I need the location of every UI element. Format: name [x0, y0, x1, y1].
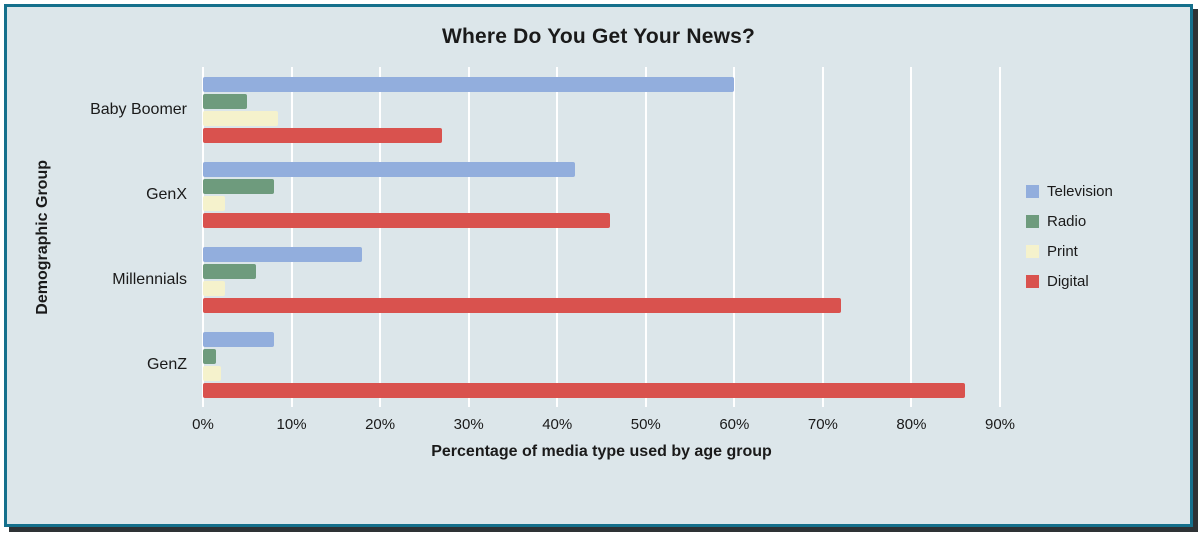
bar-radio	[203, 263, 257, 279]
chart-frame: Where Do You Get Your News? Demographic …	[4, 4, 1193, 527]
bar-print	[203, 280, 226, 296]
x-tick-label: 20%	[365, 416, 396, 433]
legend-swatch	[1026, 245, 1039, 258]
bar-television	[203, 76, 735, 92]
bar-group	[203, 67, 1000, 152]
category-label: Baby Boomer	[90, 100, 187, 118]
x-axis-spacer	[61, 407, 203, 437]
category-label: Millennials	[112, 270, 187, 288]
bar-groups	[203, 67, 1000, 407]
bar-radio	[203, 178, 274, 194]
category-label: GenZ	[146, 355, 187, 373]
legend-item: Digital	[1026, 273, 1172, 290]
legend-label: Digital	[1047, 273, 1089, 290]
x-tick-label: 0%	[192, 416, 214, 433]
grid-overlay	[202, 67, 1001, 407]
legend-item: Print	[1026, 243, 1172, 260]
gridline	[467, 67, 470, 407]
bar-digital	[203, 212, 611, 228]
bar-digital	[203, 127, 443, 143]
bar-group	[203, 152, 1000, 237]
y-axis-title-container: Demographic Group	[25, 67, 61, 407]
legend-label: Radio	[1047, 213, 1087, 230]
bar-group	[203, 322, 1000, 407]
legend-label: Print	[1047, 243, 1078, 260]
bar-television	[203, 246, 363, 262]
legend-label: Television	[1047, 183, 1113, 200]
x-tick-label: 50%	[630, 416, 661, 433]
gridline	[290, 67, 293, 407]
category-labels: Baby Boomer GenX Millennials GenZ	[61, 67, 203, 407]
bar-television	[203, 331, 274, 347]
gridline	[821, 67, 824, 407]
bar-group	[203, 237, 1000, 322]
legend-swatch	[1026, 275, 1039, 288]
gridline	[202, 67, 204, 407]
x-tick-label: 30%	[453, 416, 484, 433]
gridline	[733, 67, 736, 407]
bar-radio	[203, 348, 217, 364]
legend: Television Radio Print Digital	[1000, 67, 1172, 461]
gridline	[910, 67, 913, 407]
gridline	[556, 67, 559, 407]
gridline	[379, 67, 382, 407]
bar-print	[203, 365, 221, 381]
chart-layout: Demographic Group Baby Boomer GenX Millenn…	[25, 67, 1172, 461]
x-tick-label: 60%	[719, 416, 750, 433]
x-axis-ticks: 0% 10% 20% 30% 40% 50% 60% 70% 80% 90%	[192, 407, 1015, 437]
plot-main-column: Baby Boomer GenX Millennials GenZ 0% 10% 20% 3…	[61, 67, 1015, 461]
x-tick-label: 40%	[542, 416, 573, 433]
legend-item: Television	[1026, 183, 1172, 200]
legend-item: Radio	[1026, 213, 1172, 230]
plot-row: Baby Boomer GenX Millennials GenZ	[61, 67, 1001, 407]
y-axis-title: Demographic Group	[34, 159, 51, 315]
x-axis: 0% 10% 20% 30% 40% 50% 60% 70% 80% 90%	[61, 407, 1015, 437]
bar-digital	[203, 382, 965, 398]
gridline	[999, 67, 1001, 407]
bar-television	[203, 161, 575, 177]
x-tick-label: 10%	[276, 416, 307, 433]
plot-area	[202, 67, 1001, 407]
chart-title: Where Do You Get Your News?	[441, 25, 756, 48]
gridline	[644, 67, 647, 407]
bar-print	[203, 195, 226, 211]
bar-print	[203, 110, 279, 126]
bar-digital	[203, 297, 841, 313]
legend-swatch	[1026, 185, 1039, 198]
category-label: GenX	[146, 185, 187, 203]
x-tick-label: 70%	[807, 416, 838, 433]
x-axis-title: Percentage of media type used by age gro…	[431, 443, 772, 460]
bar-radio	[203, 93, 248, 109]
legend-swatch	[1026, 215, 1039, 228]
x-tick-label: 80%	[896, 416, 927, 433]
x-tick-label: 90%	[984, 416, 1016, 433]
